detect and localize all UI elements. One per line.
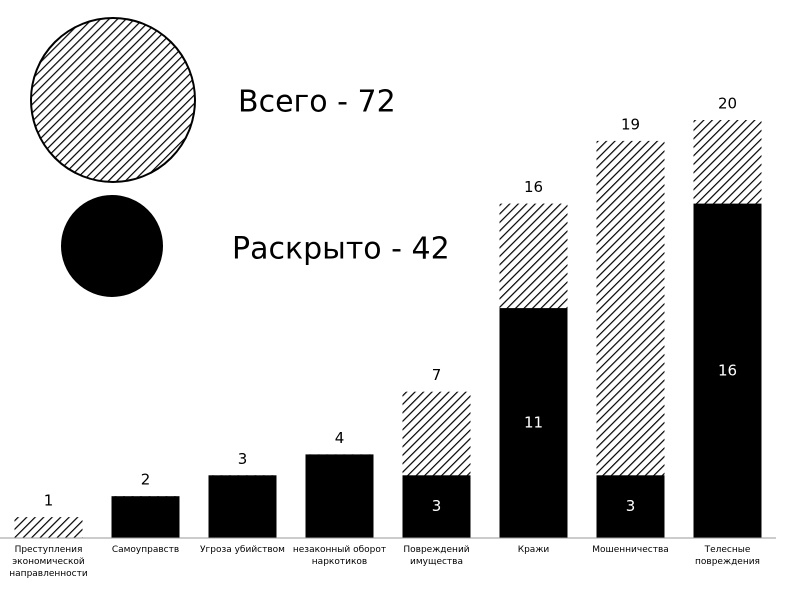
- x-tick-label: Мошенничества: [592, 545, 669, 555]
- bar-solved: [111, 496, 180, 538]
- value-label: 3: [432, 497, 442, 515]
- value-label: 16: [524, 178, 543, 196]
- x-tick-label: Угроза убийством: [200, 545, 285, 555]
- value-label: 1: [44, 492, 54, 510]
- bar-solved: [693, 203, 762, 538]
- bar-solved: [402, 475, 471, 538]
- legend-swatch: [61, 195, 163, 297]
- x-tick-label: Повреждений имущества: [403, 545, 470, 567]
- value-label: 4: [335, 429, 345, 447]
- bar-total: [14, 517, 83, 538]
- bar-solved: [305, 454, 374, 538]
- value-label: 3: [626, 497, 636, 515]
- value-label: 3: [238, 450, 248, 468]
- legend-label: Всего - 72: [238, 85, 396, 120]
- bar-solved: [499, 308, 568, 538]
- value-label: 20: [718, 95, 737, 113]
- value-label: 19: [621, 115, 640, 133]
- value-label: 11: [524, 414, 543, 432]
- x-tick-label: Телесные повреждения: [695, 545, 760, 567]
- x-tick-label: незаконный оборот наркотиков: [292, 545, 387, 567]
- value-label: 16: [718, 361, 737, 379]
- bar-solved: [208, 475, 277, 538]
- value-label: 2: [141, 471, 151, 489]
- legend-label: Раскрыто - 42: [232, 232, 450, 267]
- bar-total: [596, 140, 665, 538]
- x-tick-label: Кражи: [517, 545, 550, 555]
- x-tick-label: Самоуправств: [111, 545, 180, 555]
- bar-solved: [596, 475, 665, 538]
- value-label: 7: [432, 366, 442, 384]
- x-tick-label: Преступления экономической направленност…: [9, 545, 88, 579]
- legend-swatch: [30, 17, 196, 183]
